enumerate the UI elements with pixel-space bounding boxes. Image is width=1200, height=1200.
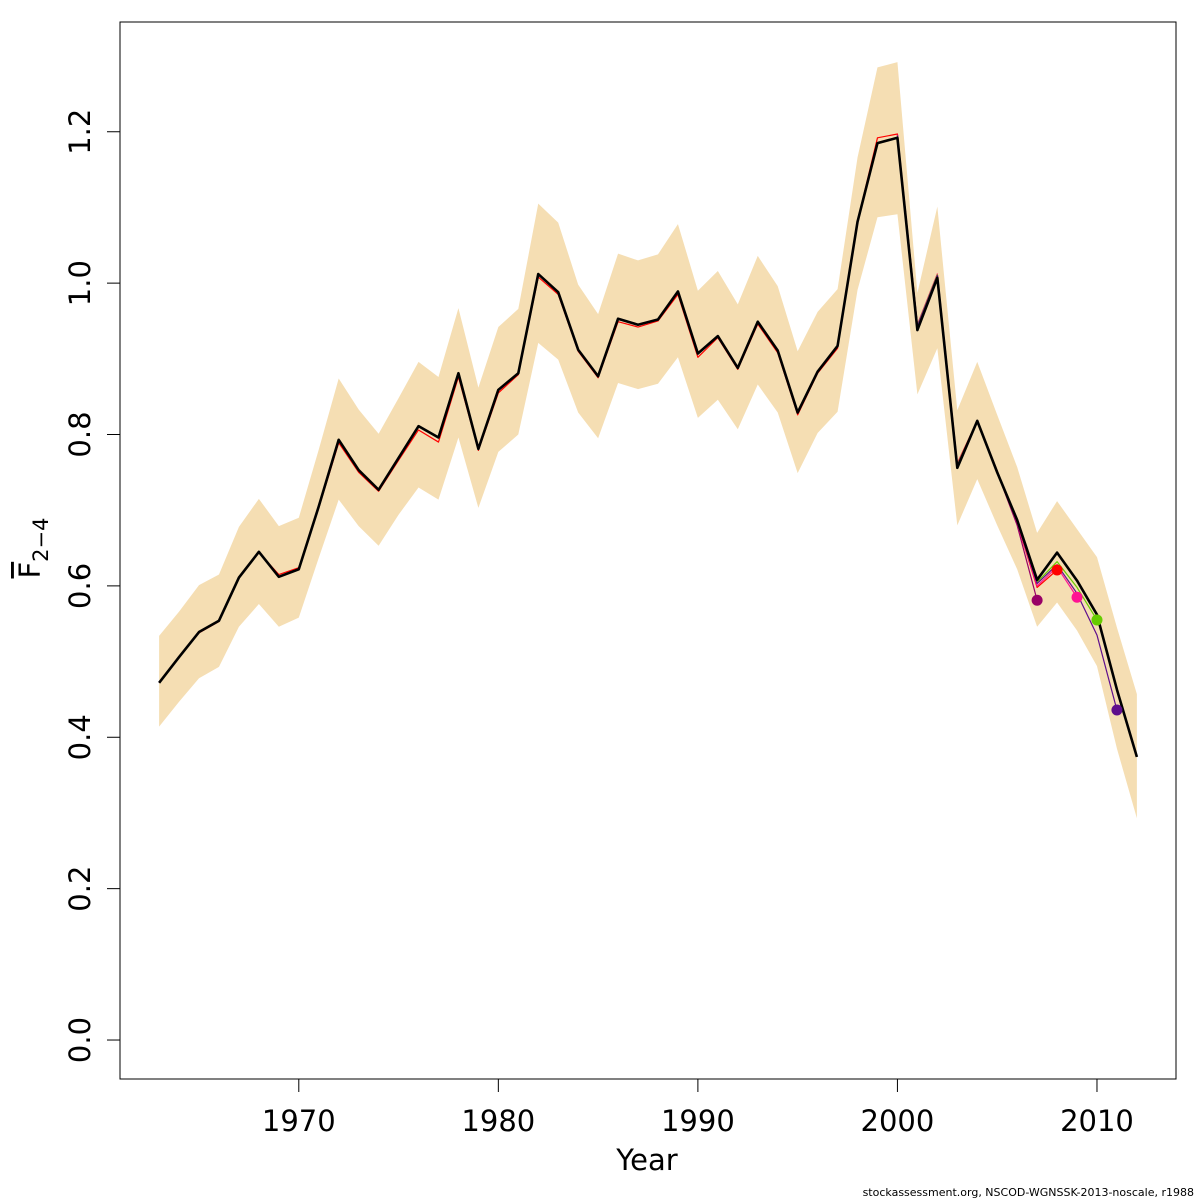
confidence-band: [159, 62, 1137, 819]
x-tick-label: 2010: [1060, 1104, 1134, 1138]
y-axis-label: F2−4: [13, 517, 53, 578]
x-axis-label: Year: [615, 1143, 677, 1177]
y-tick-label-group: 0.4: [63, 714, 97, 760]
y-tick-label-group: 1.0: [63, 260, 97, 306]
y-tick-label: 0.4: [63, 714, 97, 760]
plot-frame: [119, 21, 1177, 1080]
y-tick-label-group: 0.6: [63, 563, 97, 609]
y-tick-label-group: 0.8: [63, 411, 97, 457]
y-label-main: F: [13, 562, 47, 579]
y-tick-label: 1.0: [63, 260, 97, 306]
y-label-sub: 2−4: [29, 517, 53, 561]
y-axis-label-text: F2−4: [13, 517, 53, 578]
y-tick-label-group: 0.2: [63, 866, 97, 912]
y-tick-label: 0.0: [63, 1017, 97, 1063]
y-tick-label: 0.8: [63, 411, 97, 457]
y-tick-label-group: 0.0: [63, 1017, 97, 1063]
endpoint-marker: [1031, 594, 1043, 606]
endpoint-marker: [1091, 614, 1103, 626]
y-tick-label: 0.2: [63, 866, 97, 912]
x-tick-label: 1980: [461, 1104, 535, 1138]
x-tick-label: 1990: [661, 1104, 735, 1138]
y-tick-label: 1.2: [63, 109, 97, 155]
series-line: [158, 136, 1139, 758]
x-tick-label: 1970: [262, 1104, 336, 1138]
x-tick-label: 2000: [861, 1104, 935, 1138]
endpoint-marker: [1071, 591, 1083, 603]
footnote: stockassessment.org, NSCOD-WGNSSK-2013-n…: [863, 1186, 1194, 1199]
y-tick-label: 0.6: [63, 563, 97, 609]
endpoint-marker: [1051, 564, 1063, 576]
endpoint-marker: [1111, 704, 1123, 716]
y-tick-label-group: 1.2: [63, 109, 97, 155]
